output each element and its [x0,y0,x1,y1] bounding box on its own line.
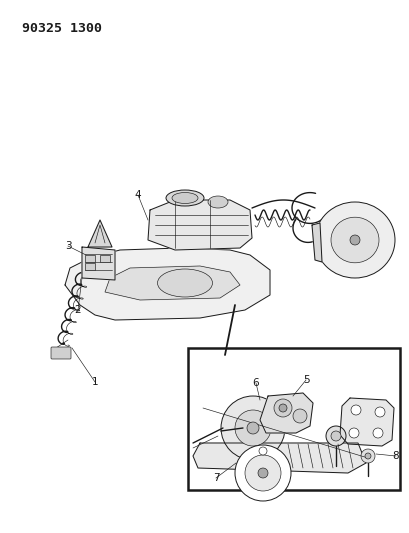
Polygon shape [82,247,115,280]
Text: 4: 4 [135,190,142,200]
Circle shape [247,422,259,434]
Circle shape [293,409,307,423]
Text: 1: 1 [92,377,98,387]
Ellipse shape [172,192,198,204]
Circle shape [245,455,281,491]
Circle shape [258,468,268,478]
Bar [100,255,110,262]
Polygon shape [193,443,366,473]
Ellipse shape [208,196,228,208]
Circle shape [259,447,267,455]
Ellipse shape [166,190,204,206]
Polygon shape [65,248,270,320]
FancyBboxPatch shape [51,347,71,359]
Circle shape [274,399,292,417]
Circle shape [349,428,359,438]
Polygon shape [148,200,252,250]
Text: 90325 1300: 90325 1300 [22,22,102,35]
Circle shape [365,453,371,459]
Polygon shape [340,398,394,446]
Bar [85,263,95,270]
Circle shape [221,396,285,460]
Text: 7: 7 [213,473,219,483]
Circle shape [279,404,287,412]
Ellipse shape [315,202,395,278]
Ellipse shape [331,217,379,263]
Circle shape [375,407,385,417]
Text: 3: 3 [65,241,71,251]
Text: 2: 2 [75,305,81,315]
Bar [85,255,95,262]
Ellipse shape [157,269,213,297]
Circle shape [350,235,360,245]
Circle shape [361,449,375,463]
Polygon shape [88,220,112,247]
Text: 6: 6 [253,378,259,388]
Polygon shape [312,223,322,262]
Circle shape [373,428,383,438]
Bar [188,348,400,490]
Circle shape [326,426,346,446]
Text: 8: 8 [393,451,399,461]
Polygon shape [105,266,240,300]
Text: 5: 5 [303,375,309,385]
Circle shape [331,431,341,441]
Circle shape [235,410,271,446]
Circle shape [351,405,361,415]
Circle shape [235,445,291,501]
Polygon shape [260,393,313,433]
